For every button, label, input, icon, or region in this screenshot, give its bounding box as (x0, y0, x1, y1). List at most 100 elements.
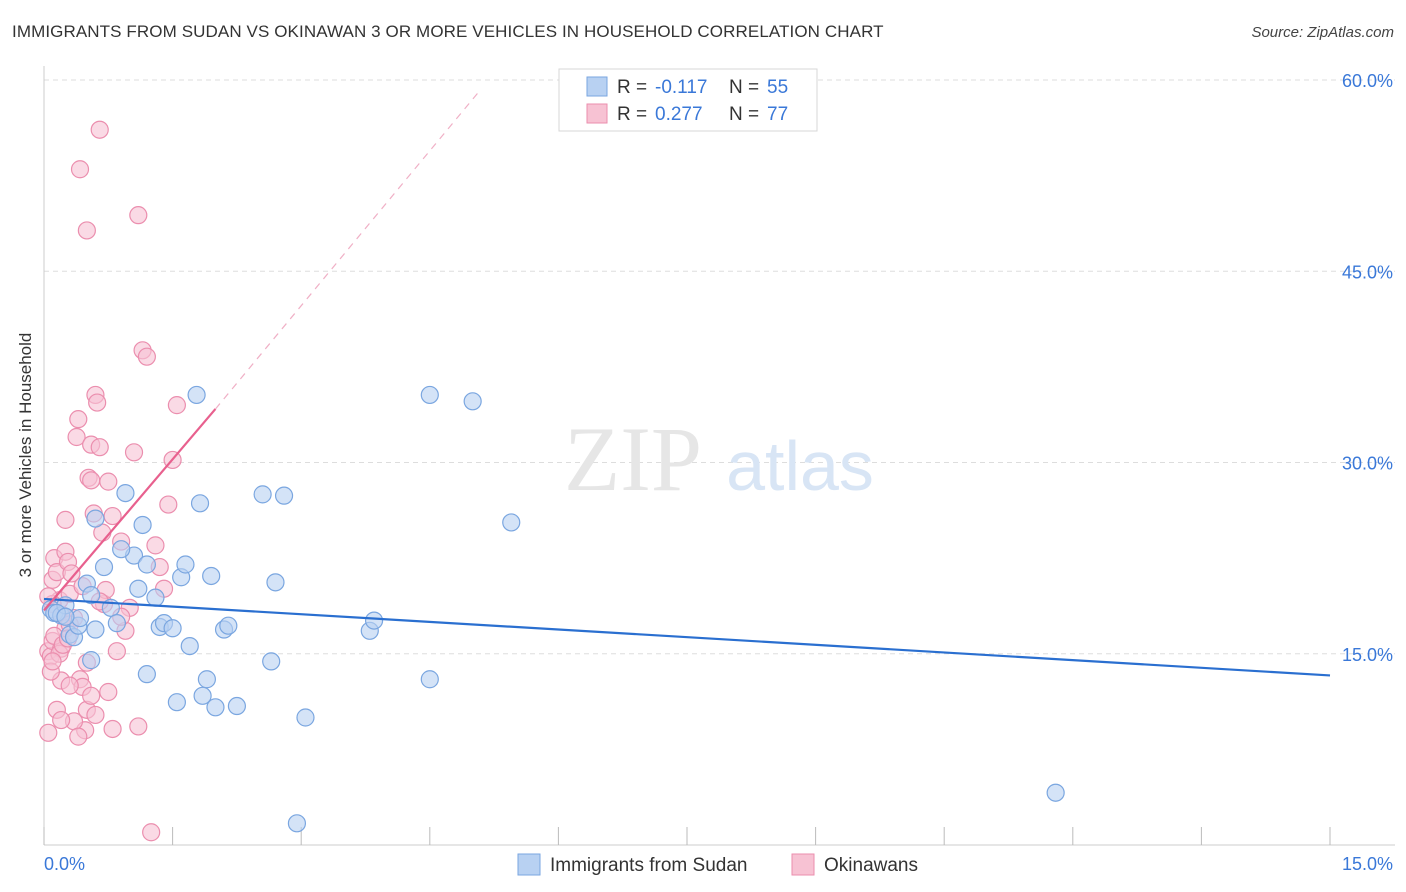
sudan-trend-line (43, 597, 1331, 677)
legend-n-value: 77 (767, 104, 788, 125)
sudan-point (116, 484, 135, 503)
y-tick-label: 45.0% (1342, 262, 1393, 282)
sudan-point (296, 708, 315, 727)
sudan-point (190, 494, 210, 513)
okinawan-point (70, 160, 90, 179)
sudan-point (137, 555, 156, 574)
watermark: ZIP atlas (564, 408, 874, 510)
tick-labels: 15.0% 30.0% 45.0% 60.0% 0.0% 15.0% (44, 71, 1393, 874)
okinawan-point (43, 652, 62, 671)
sudan-point (86, 509, 105, 528)
sudan-point (137, 665, 156, 684)
sudan-point (274, 486, 294, 505)
okinawan-point (129, 206, 148, 225)
sudan-point (146, 588, 165, 607)
sudan-point (193, 686, 212, 705)
sudan-point (167, 693, 186, 712)
sudan-point (202, 566, 221, 586)
sudan-point (163, 619, 182, 638)
sudan-point (266, 573, 285, 592)
y-tick-label: 15.0% (1342, 645, 1393, 665)
legend-swatch-blue (586, 76, 608, 97)
okinawan-point (88, 393, 107, 412)
axes (43, 66, 1395, 846)
sudan-point (133, 515, 152, 535)
legend-item-sudan-swatch[interactable] (517, 853, 541, 876)
source-credit: Source: ZipAtlas.com (1251, 24, 1394, 41)
legend-r-value: -0.117 (655, 77, 707, 98)
okinawan-point (90, 120, 109, 139)
okinawan-point (69, 410, 88, 429)
legend-r-value: 0.277 (655, 104, 703, 125)
legend-n-label: N = (729, 77, 759, 98)
grid-lines (44, 79, 1395, 655)
sudan-point (94, 557, 114, 577)
sudan-point (420, 385, 439, 405)
sudan-point (206, 698, 225, 717)
legend-r-label: R = (617, 77, 647, 98)
okinawan-point (99, 472, 118, 491)
sudan-point (287, 814, 307, 833)
okinawan-point (90, 438, 109, 457)
sudan-point (227, 696, 246, 716)
sudan-point (176, 555, 195, 574)
okinawan-point (52, 710, 71, 730)
legend-r-label: R = (617, 104, 647, 125)
legend-item-sudan-label[interactable]: Immigrants from Sudan (550, 855, 747, 876)
okinawan-trend-extension (215, 88, 482, 410)
x-tick-label: 0.0% (44, 854, 85, 874)
okinawan-point (69, 727, 88, 746)
okinawan-point (39, 723, 58, 742)
sudan-point (82, 585, 101, 605)
watermark-zip: ZIP (564, 408, 702, 510)
y-tick-label: 30.0% (1342, 454, 1393, 474)
watermark-atlas: atlas (726, 427, 874, 505)
okinawan-point (107, 642, 126, 661)
sudan-point (253, 485, 272, 504)
sudan-point (1046, 783, 1065, 802)
sudan-point (180, 636, 199, 656)
legend-n-value: 55 (767, 77, 788, 98)
y-tick-label: 60.0% (1342, 71, 1393, 91)
sudan-point (82, 651, 101, 670)
sudan-point (197, 670, 216, 689)
legend-item-okinawans-swatch[interactable] (791, 853, 815, 876)
okinawan-trend-line (43, 408, 217, 612)
stats-legend: R = -0.117 N = 55 R = 0.277 N = 77 (558, 68, 818, 132)
okinawan-point (60, 676, 79, 695)
sudan-point (420, 670, 439, 689)
sudan-point (112, 540, 131, 559)
series-okinawans (39, 120, 186, 842)
okinawan-point (62, 564, 81, 583)
okinawan-point (77, 221, 96, 240)
okinawan-point (82, 686, 101, 705)
okinawan-point (137, 347, 156, 366)
okinawan-point (67, 427, 86, 447)
okinawan-point (142, 823, 161, 842)
legend-n-label: N = (729, 104, 759, 125)
okinawan-point (103, 719, 122, 739)
chart-title: IMMIGRANTS FROM SUDAN VS OKINAWAN 3 OR M… (12, 22, 884, 41)
sudan-point (129, 579, 148, 598)
series-legend: Immigrants from Sudan Okinawans (517, 853, 918, 876)
sudan-point (56, 607, 75, 626)
okinawan-point (56, 510, 75, 529)
okinawan-point (159, 495, 178, 514)
sudan-point (502, 513, 521, 532)
series-immigrants-from-sudan (41, 385, 1065, 833)
legend-item-okinawans-label[interactable]: Okinawans (824, 855, 918, 876)
okinawan-point (146, 536, 165, 555)
sudan-point (463, 392, 482, 411)
okinawan-point (124, 443, 144, 462)
sudan-point (107, 614, 126, 633)
sudan-point (262, 652, 281, 671)
okinawan-point (82, 471, 101, 490)
okinawan-point (167, 396, 186, 415)
sudan-point (86, 620, 105, 639)
sudan-point (187, 385, 206, 405)
okinawan-point (99, 682, 118, 702)
okinawan-point (86, 705, 105, 725)
sudan-point (219, 616, 238, 635)
okinawan-point (129, 717, 148, 736)
